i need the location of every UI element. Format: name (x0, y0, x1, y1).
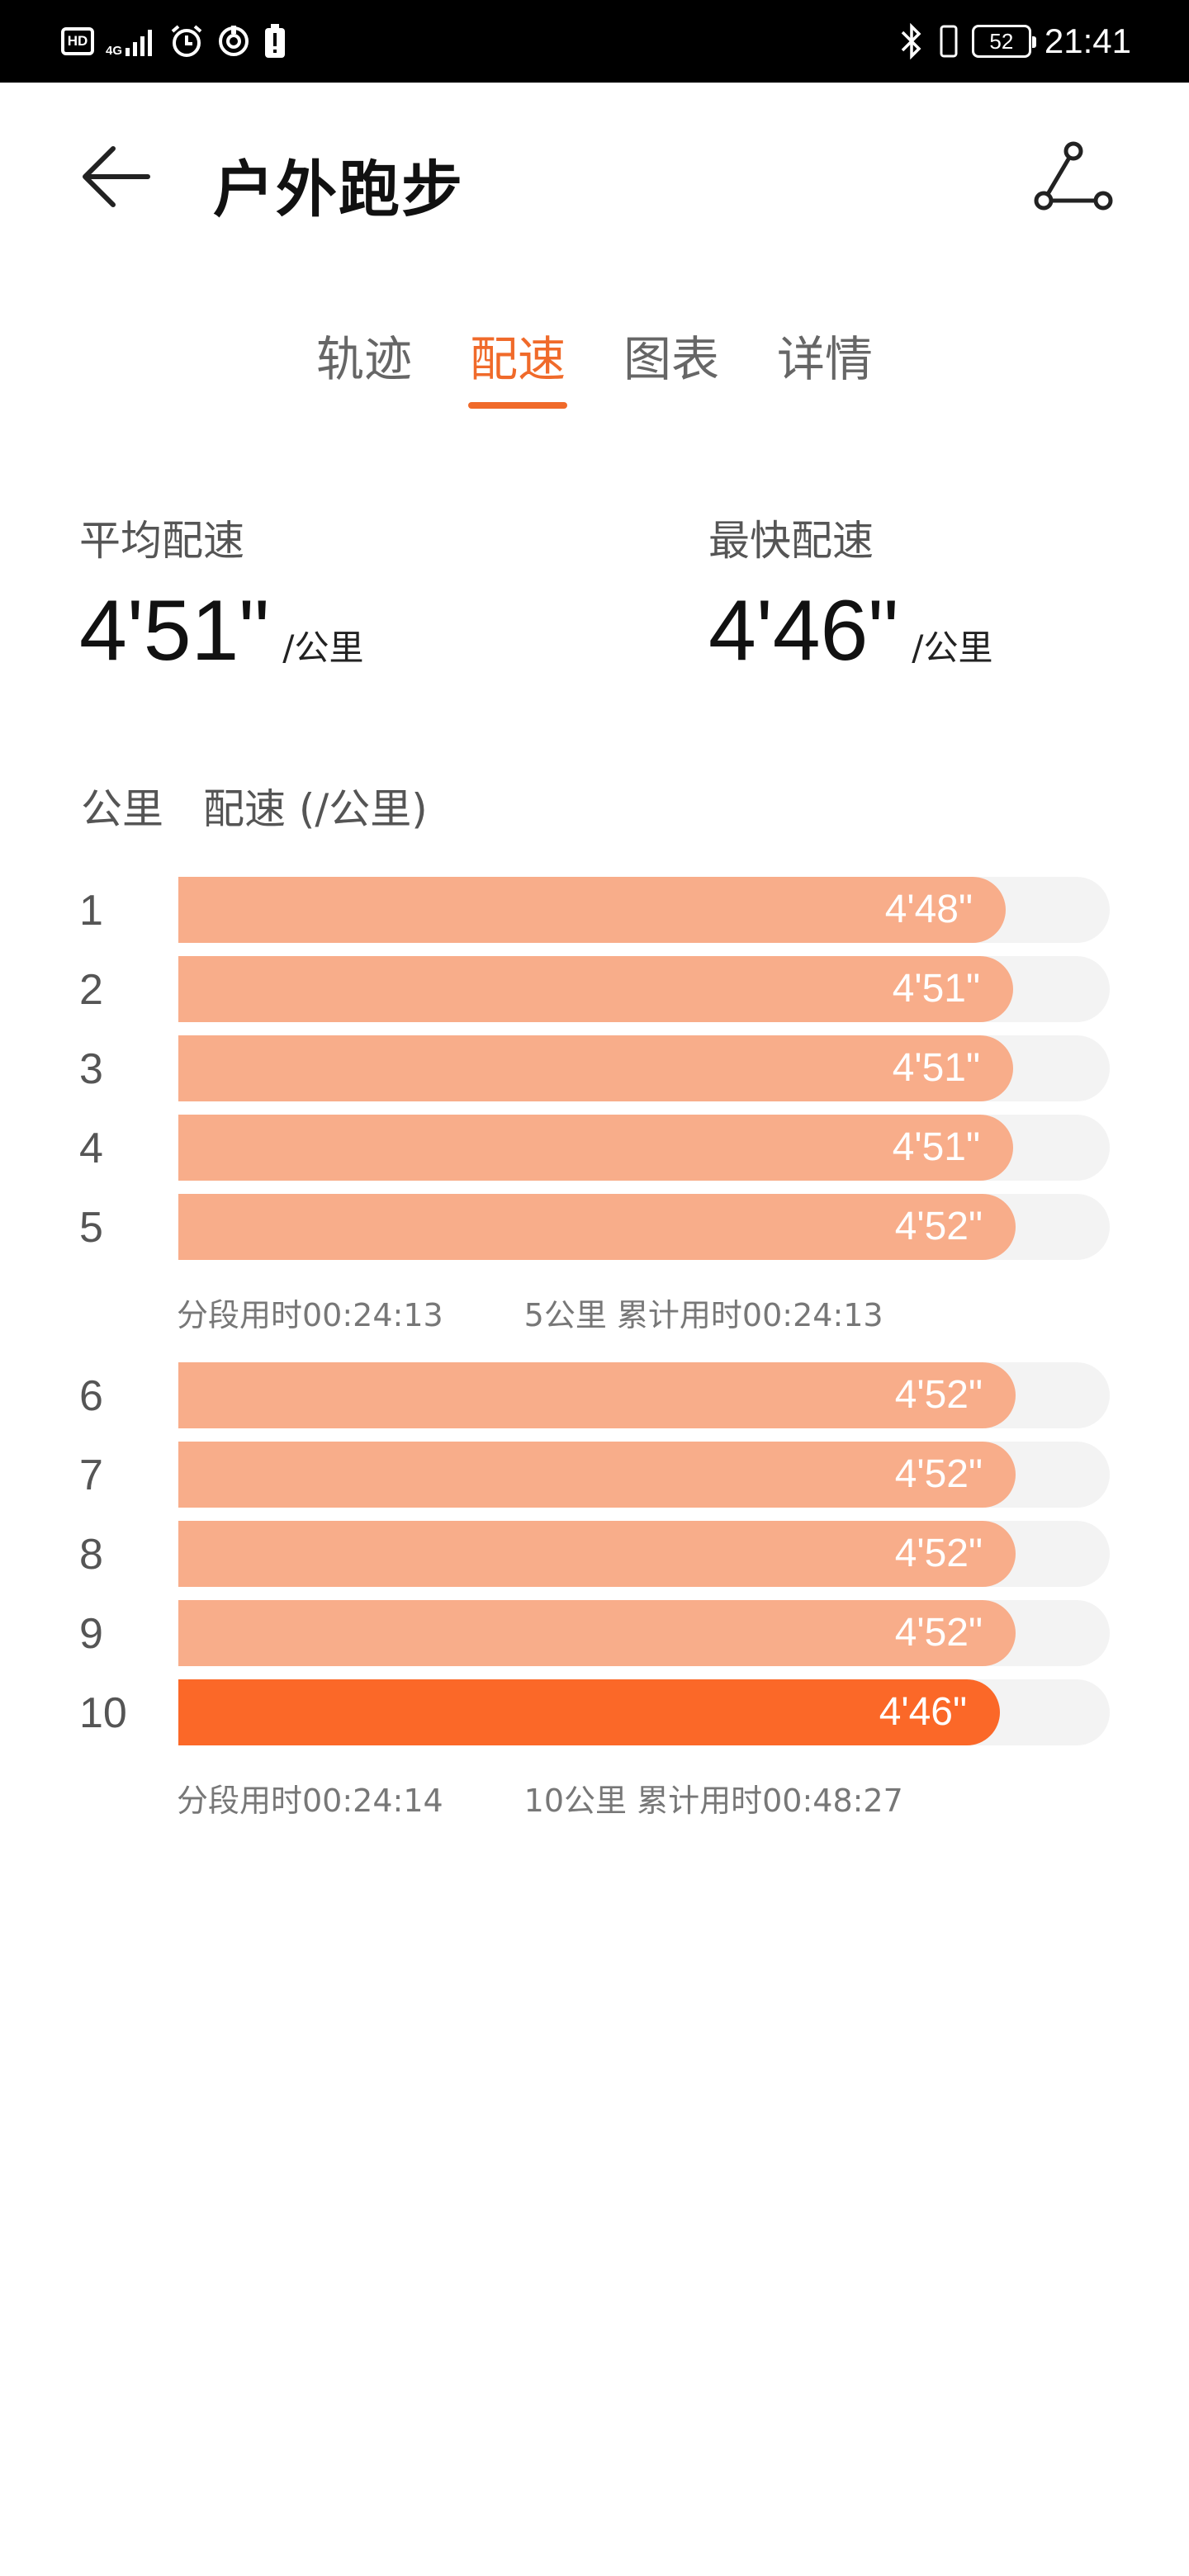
vibrate-icon (940, 25, 958, 58)
km-number: 3 (79, 1045, 103, 1093)
pace-value: 4'52" (894, 1452, 983, 1496)
pace-bar-track: 4'52" (178, 1521, 1110, 1587)
km-split-row: 9 4'52" (0, 1600, 1189, 1668)
km-number: 1 (79, 887, 103, 935)
pace-bar-fastest: 4'46" (178, 1679, 1000, 1745)
average-pace-row: 4'51" /公里 (79, 582, 363, 680)
sync-icon (219, 26, 249, 56)
battery-indicator: 52 (971, 25, 1036, 58)
tab-details[interactable]: 详情 (777, 331, 874, 387)
pace-bar-track: 4'51" (178, 1115, 1110, 1181)
segment-cumulative-time: 5公里 累计用时00:24:13 (523, 1297, 883, 1333)
status-bar: HD 4G (0, 0, 1189, 83)
pace-value: 4'48" (884, 888, 973, 931)
pace-bar-track: 4'52" (178, 1362, 1110, 1428)
split-table-header: 公里 配速 (/公里) (81, 776, 428, 836)
km-split-row: 4 4'51" (0, 1115, 1189, 1182)
pace-value: 4'52" (894, 1205, 983, 1248)
fastest-pace-value: 4'46" (708, 583, 899, 679)
km-split-row: 5 4'52" (0, 1194, 1189, 1262)
km-split-list: 1 4'48" 2 4'51" 3 4'51" 4 4'51" 5 4'52" 6 4'52" 7 4'5… (0, 877, 1189, 1821)
km-split-row: 8 4'52" (0, 1521, 1189, 1589)
pace-bar: 4'52" (178, 1600, 1016, 1666)
km-number: 2 (79, 966, 103, 1014)
pace-bar-track: 4'51" (178, 956, 1110, 1022)
average-pace-label: 平均配速 (79, 517, 244, 565)
pace-bar: 4'48" (178, 877, 1006, 943)
pace-column-header: 配速 (/公里) (203, 785, 428, 833)
status-icons-left: HD 4G (61, 20, 287, 63)
hd-badge: HD (61, 27, 94, 55)
km-number: 6 (79, 1372, 103, 1420)
signal-icon: 4G (106, 25, 157, 58)
pace-bar-track: 4'48" (178, 877, 1110, 943)
pace-value: 4'52" (894, 1532, 983, 1575)
pace-value: 4'51" (892, 967, 980, 1011)
tab-bar: 轨迹 配速 图表 详情 (0, 318, 1189, 425)
fastest-pace-unit: /公里 (912, 627, 993, 668)
tab-pace[interactable]: 配速 (467, 318, 568, 409)
pace-bar-track: 4'52" (178, 1442, 1110, 1508)
pace-bar: 4'52" (178, 1521, 1016, 1587)
average-pace: 平均配速 4'51" /公里 (79, 508, 363, 680)
pace-value: 4'51" (892, 1125, 980, 1169)
pace-value: 4'52" (894, 1373, 983, 1417)
share-icon (1034, 141, 1113, 211)
share-button[interactable] (1030, 134, 1116, 220)
network-type-label: 4G (106, 44, 123, 58)
pace-value: 4'52" (894, 1611, 983, 1655)
pace-bar: 4'51" (178, 956, 1013, 1022)
km-split-row: 7 4'52" (0, 1442, 1189, 1509)
pace-summary: 平均配速 4'51" /公里 最快配速 4'46" /公里 (79, 508, 1111, 689)
pace-bar-track: 4'51" (178, 1035, 1110, 1101)
back-button[interactable] (76, 137, 155, 216)
pace-bar: 4'51" (178, 1035, 1013, 1101)
battery-alert-icon (265, 24, 286, 58)
km-number: 8 (79, 1531, 103, 1579)
pace-bar-track: 4'52" (178, 1194, 1110, 1260)
pace-value: 4'46" (879, 1690, 967, 1734)
average-pace-unit: /公里 (282, 627, 364, 668)
pace-bar: 4'52" (178, 1362, 1016, 1428)
bluetooth-icon (901, 22, 921, 60)
status-icons-right: 52 21:41 (898, 20, 1131, 63)
km-split-row: 1 4'48" (0, 877, 1189, 945)
pace-bar: 4'52" (178, 1442, 1016, 1508)
segment-summary: 分段用时00:24:14 10公里 累计用时00:48:27 (177, 1775, 903, 1821)
average-pace-value: 4'51" (79, 583, 270, 679)
km-split-row: 2 4'51" (0, 956, 1189, 1024)
km-number: 10 (79, 1689, 127, 1737)
app-header: 户外跑步 (0, 83, 1189, 264)
km-split-row: 10 4'46" (0, 1679, 1189, 1747)
segment-summary: 分段用时00:24:13 5公里 累计用时00:24:13 (177, 1290, 883, 1335)
tab-track[interactable]: 轨迹 (315, 331, 412, 387)
km-split-row: 6 4'52" (0, 1362, 1189, 1430)
segment-split-time: 分段用时00:24:14 (177, 1783, 443, 1819)
pace-value: 4'51" (892, 1046, 980, 1090)
pace-bar: 4'51" (178, 1115, 1013, 1181)
back-arrow-icon (83, 146, 150, 207)
pace-bar-track: 4'52" (178, 1600, 1110, 1666)
status-time: 21:41 (1044, 21, 1131, 60)
fastest-pace: 最快配速 4'46" /公里 (708, 508, 992, 680)
km-number: 9 (79, 1610, 103, 1658)
segment-split-time: 分段用时00:24:13 (177, 1297, 443, 1333)
km-number: 4 (79, 1125, 103, 1172)
pace-bar-track: 4'46" (178, 1679, 1110, 1745)
fastest-pace-label: 最快配速 (708, 517, 874, 565)
km-split-row: 3 4'51" (0, 1035, 1189, 1103)
km-number: 5 (79, 1204, 103, 1252)
pace-bar: 4'52" (178, 1194, 1016, 1260)
segment-cumulative-time: 10公里 累计用时00:48:27 (523, 1783, 903, 1819)
fastest-pace-row: 4'46" /公里 (708, 582, 992, 680)
tab-charts[interactable]: 图表 (623, 331, 720, 387)
page-title: 户外跑步 (213, 154, 464, 225)
km-column-header: 公里 (81, 785, 163, 833)
alarm-icon (171, 25, 202, 57)
km-number: 7 (79, 1451, 103, 1499)
